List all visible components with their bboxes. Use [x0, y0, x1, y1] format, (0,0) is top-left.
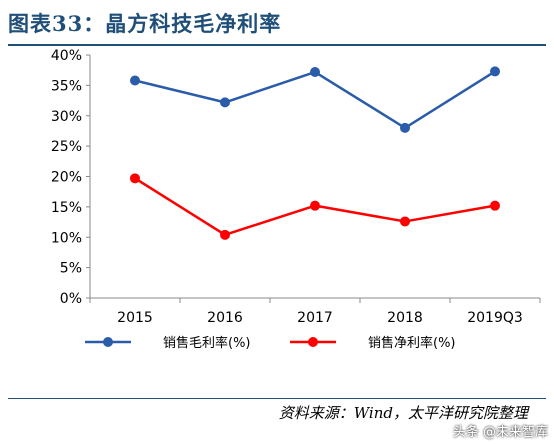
- x-tick-label: 2019Q3: [467, 310, 523, 326]
- data-point: [220, 229, 230, 240]
- x-tick-label: 2018: [387, 310, 423, 326]
- legend-label: 销售毛利率(%): [163, 335, 251, 351]
- series-line-1: [134, 70, 496, 130]
- x-tick-label: 2016: [207, 310, 243, 326]
- source-rule: [8, 398, 546, 399]
- watermark: 头条 @未来智库: [452, 425, 548, 440]
- y-tick-label: 30%: [51, 109, 82, 125]
- title-rule: [8, 44, 546, 46]
- y-tick-label: 15%: [51, 200, 82, 216]
- data-point: [310, 67, 320, 78]
- data-point: [400, 122, 410, 133]
- y-tick-label: 25%: [51, 139, 82, 155]
- x-tick-label: 2017: [297, 310, 333, 326]
- y-tick-label: 40%: [51, 48, 82, 64]
- legend-label: 销售净利率(%): [368, 335, 456, 351]
- source-note: 资料来源：Wind，太平洋研究院整理: [278, 404, 528, 422]
- data-point: [400, 216, 410, 227]
- legend-swatch-marker: [103, 337, 113, 347]
- y-tick-label: 20%: [51, 170, 82, 186]
- data-point: [130, 75, 140, 86]
- data-point: [310, 200, 320, 211]
- y-tick-label: 0%: [60, 291, 82, 307]
- chart-legend: 销售毛利率(%) 销售净利率(%): [85, 335, 456, 351]
- chart-series: [130, 66, 500, 240]
- chart-axes: 0% 5% 10% 15% 20% 25% 30% 35% 40% 2015 2016 2017 201…: [51, 48, 541, 326]
- line-chart: 0% 5% 10% 15% 20% 25% 30% 35% 40% 2015 2016 2017 201…: [51, 48, 541, 351]
- data-point: [220, 97, 230, 108]
- y-tick-label: 35%: [51, 78, 82, 94]
- legend-swatch-marker: [308, 337, 318, 347]
- y-tick-label: 10%: [51, 230, 82, 246]
- data-point: [130, 173, 140, 184]
- y-tick-label: 5%: [60, 261, 82, 277]
- x-tick-label: 2015: [117, 310, 153, 326]
- data-point: [490, 200, 500, 211]
- figure-title: 图表33：晶方科技毛净利率: [8, 11, 282, 36]
- data-point: [490, 66, 500, 77]
